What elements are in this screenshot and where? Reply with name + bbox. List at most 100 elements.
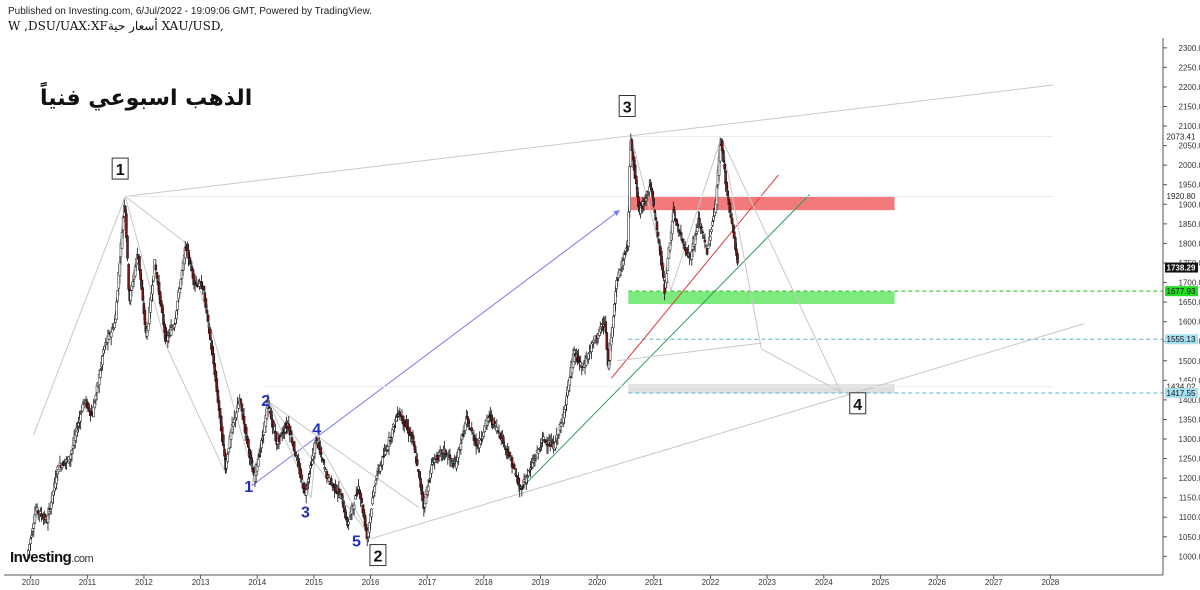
candle-up [371, 497, 374, 505]
wave-label-minor-2: 2 [261, 393, 270, 410]
candle [579, 355, 582, 368]
x-tick-label: 2023 [758, 578, 776, 587]
candle-down [698, 217, 701, 225]
candle [666, 257, 670, 271]
candle-down [329, 478, 333, 484]
candle [126, 235, 129, 262]
candle-up [262, 433, 265, 436]
candle-down [334, 484, 337, 492]
candle [612, 315, 615, 337]
candle [227, 448, 231, 454]
candle [101, 354, 104, 371]
trendline-8 [124, 196, 187, 244]
price-tag-bg [1165, 191, 1198, 202]
price-tag-label: 1677.93 [1167, 287, 1196, 296]
candle [715, 184, 719, 211]
candle-up [557, 434, 561, 436]
candle-up [704, 245, 708, 247]
candle [614, 285, 617, 312]
candle-up [457, 448, 460, 458]
candle-up [99, 370, 102, 378]
candle [370, 508, 373, 521]
candle [154, 259, 158, 272]
candle-down [360, 498, 363, 503]
candle-down [143, 310, 147, 325]
y-tick-label: 2100.00 [1179, 122, 1200, 131]
candle-up [504, 445, 507, 448]
candle-up [347, 521, 350, 525]
candle-up [459, 443, 463, 450]
trendline-20 [616, 342, 762, 362]
candle [133, 263, 137, 279]
x-tick-label: 2012 [135, 578, 153, 587]
candle-down [652, 198, 655, 207]
candle [308, 470, 311, 484]
candle-up [115, 301, 118, 320]
candle-up [627, 211, 630, 247]
candle [152, 275, 155, 283]
price-tag-bg [1165, 381, 1198, 392]
candle-down [653, 210, 657, 213]
candle-down [470, 427, 474, 432]
trendline-0 [125, 84, 1054, 197]
logo-brand: Investing [10, 549, 72, 566]
candle-up [666, 257, 670, 271]
candle [329, 475, 333, 485]
investing-logo: Investing.com [10, 549, 94, 566]
candle-up [101, 355, 104, 365]
candle-down [155, 271, 159, 279]
candle-down [502, 436, 505, 444]
wave-label-major-4: 4 [853, 397, 862, 414]
published-caption: Published on Investing.com, 6/Jul/2022 -… [8, 6, 372, 17]
candle-down [310, 464, 313, 466]
candle [118, 255, 122, 285]
candle-up [668, 242, 672, 251]
candle [290, 430, 294, 446]
trendline-16 [630, 136, 672, 291]
candle-down [493, 421, 496, 424]
candle-down [730, 218, 734, 225]
candle [173, 322, 176, 332]
candle [375, 470, 379, 482]
y-tick-label: 1400.00 [1179, 396, 1200, 405]
logo-suffix: .com [71, 553, 94, 565]
candle [176, 300, 179, 315]
candle-down [247, 439, 250, 448]
candle [57, 468, 61, 473]
candle-up [374, 479, 378, 484]
candle-up [706, 244, 710, 249]
x-tick-label: 2019 [532, 578, 550, 587]
candle [29, 536, 32, 551]
x-tick-label: 2018 [475, 578, 493, 587]
candle-down [242, 416, 246, 425]
wave-box-3 [618, 95, 636, 117]
trendline-3 [610, 174, 779, 379]
price-tag-label: 1555.13 [1167, 335, 1196, 344]
candle-down [444, 449, 447, 456]
candle [379, 461, 382, 475]
candle-down [290, 437, 294, 444]
y-tick-label: 2250.00 [1179, 63, 1200, 72]
wave-label-major-3: 3 [623, 100, 632, 117]
candle-up [565, 395, 568, 405]
trendline-15 [316, 438, 371, 538]
candle [470, 422, 474, 434]
candle-up [579, 361, 582, 366]
candle-down [141, 287, 145, 301]
y-tick-label: 1450.00 [1179, 376, 1200, 385]
x-tick-label: 2025 [872, 578, 890, 587]
candle-up [614, 291, 617, 304]
y-tick-label: 1000.00 [1179, 552, 1200, 561]
candle [30, 530, 33, 540]
candle [430, 458, 433, 478]
candle-up [497, 432, 501, 435]
candle-up [534, 456, 538, 459]
x-tick-label: 2010 [22, 578, 40, 587]
zone-2 [628, 384, 895, 394]
wave-box-4 [849, 392, 867, 415]
candle [444, 449, 447, 459]
candle [604, 315, 608, 336]
candle [722, 148, 725, 164]
